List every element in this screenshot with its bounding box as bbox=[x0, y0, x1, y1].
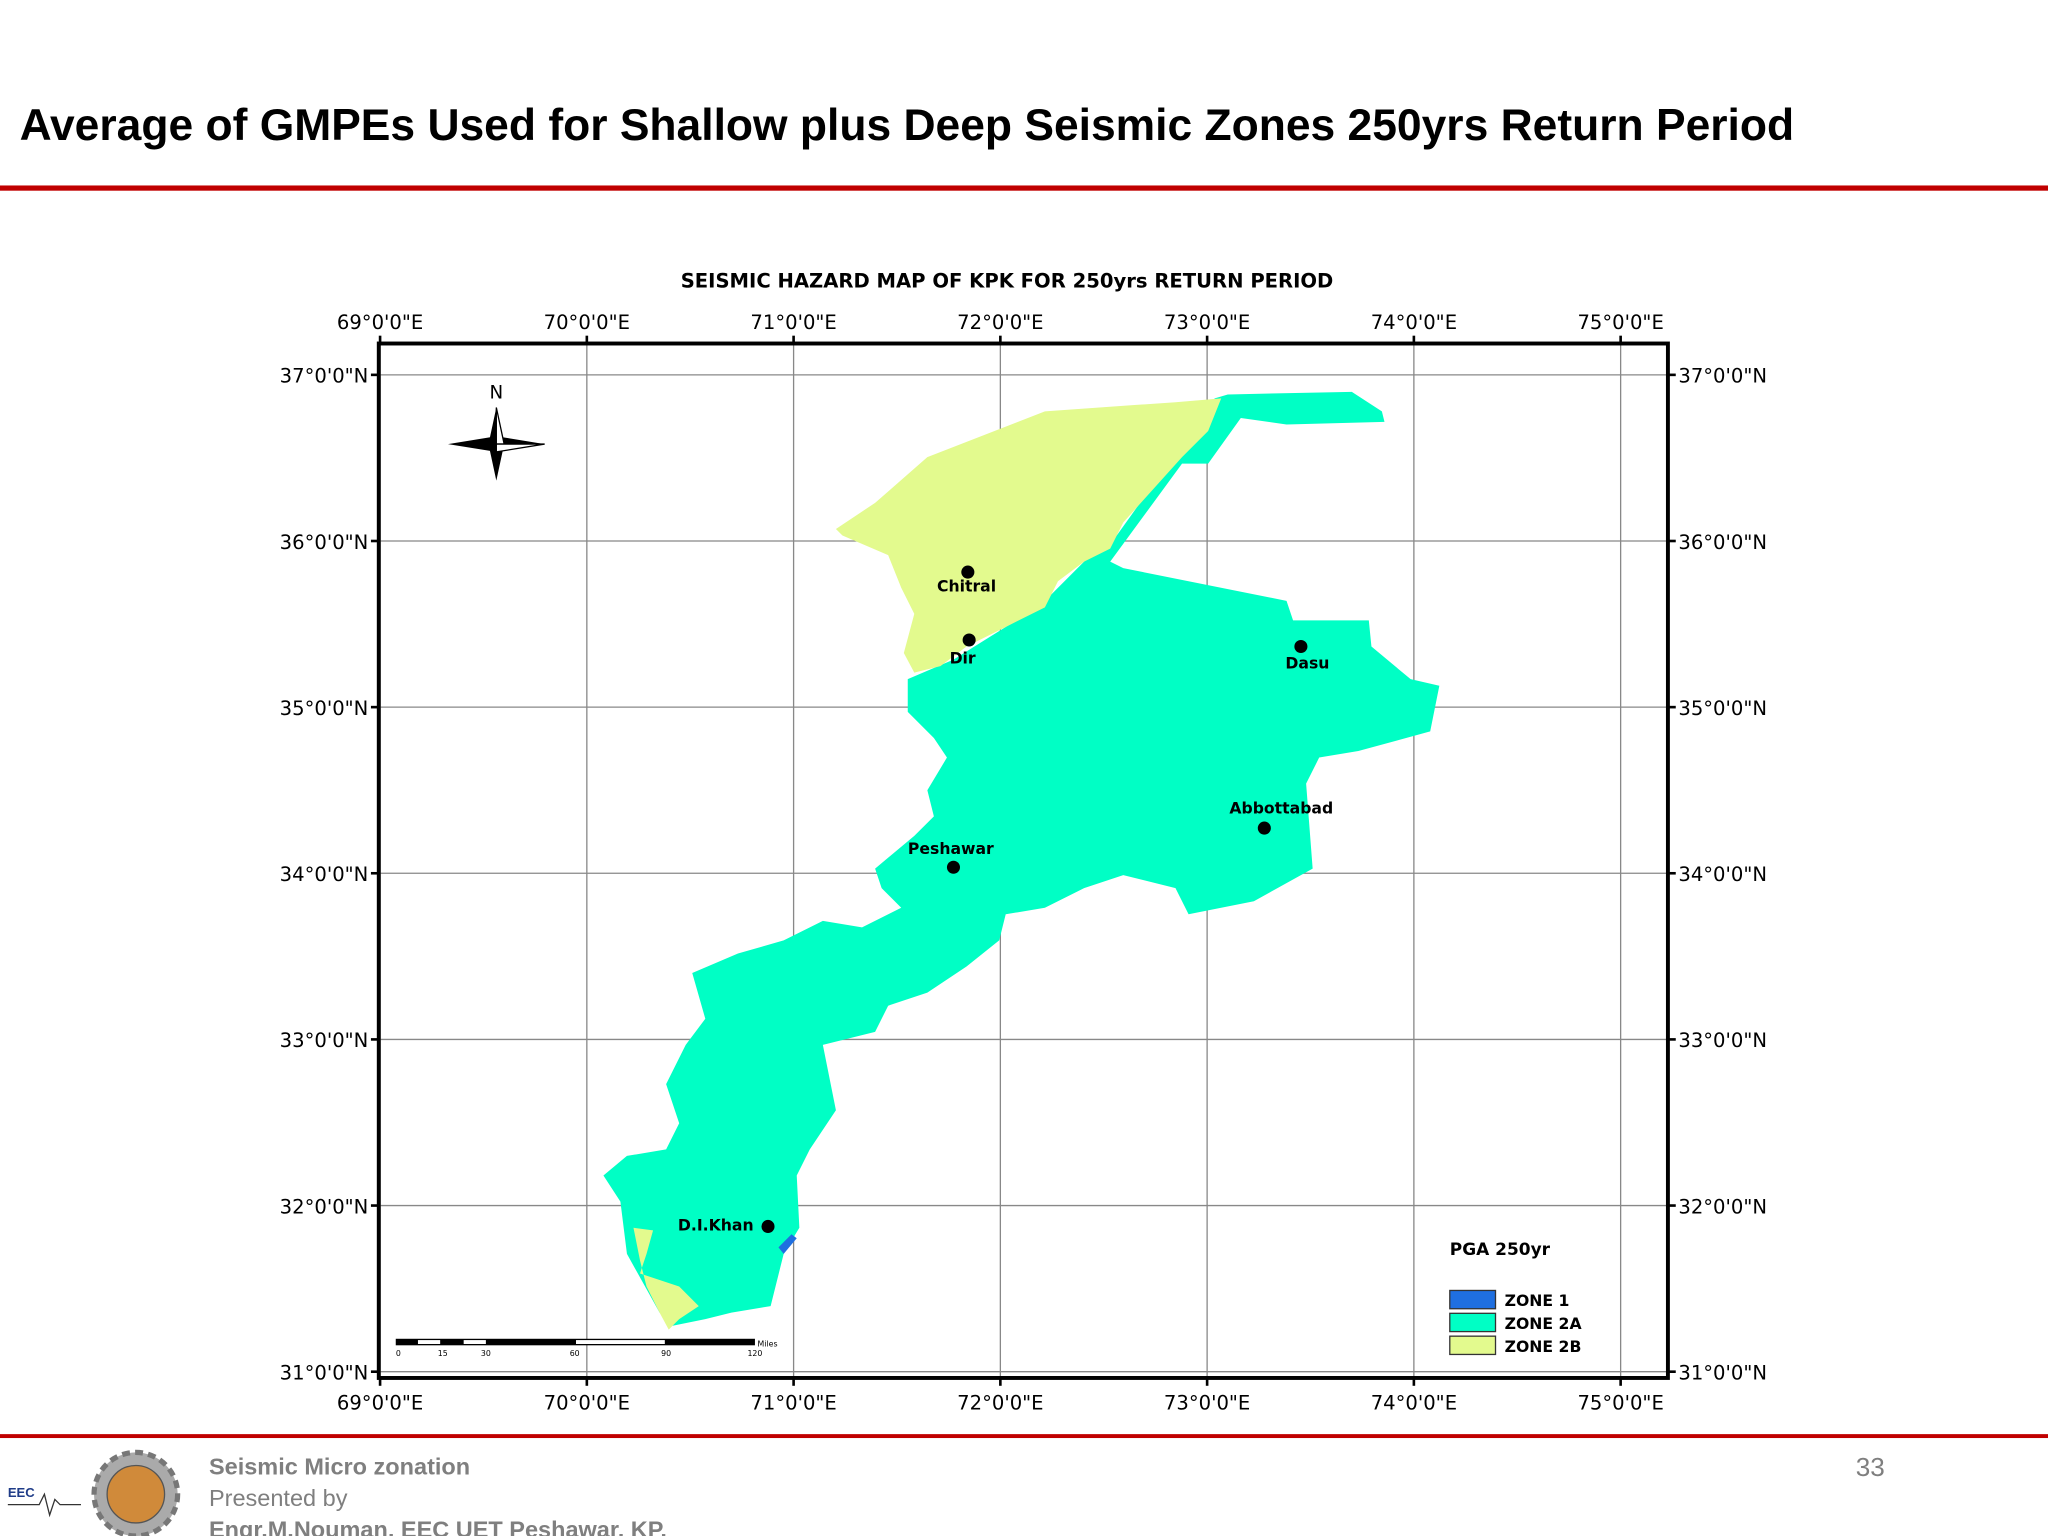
latitude-label: 32°0'0"N bbox=[1678, 1195, 1767, 1218]
city-dot bbox=[1257, 821, 1271, 835]
map: SEISMIC HAZARD MAP OF KPK FOR 250yrs RET… bbox=[280, 269, 1767, 1414]
latitude-label: 33°0'0"N bbox=[1678, 1029, 1767, 1052]
latitude-label: 34°0'0"N bbox=[280, 863, 369, 886]
legend-swatch bbox=[1449, 1335, 1497, 1356]
legend-label: ZONE 2A bbox=[1505, 1314, 1583, 1333]
longitude-label: 70°0'0"E bbox=[544, 311, 630, 334]
latitude-label: 35°0'0"N bbox=[1678, 697, 1767, 720]
legend-label: ZONE 1 bbox=[1505, 1291, 1570, 1310]
city-label: Chitral bbox=[937, 577, 996, 596]
zone-1-area bbox=[778, 1234, 797, 1254]
city-label: Dir bbox=[950, 649, 976, 668]
city-label: Abbottabad bbox=[1229, 799, 1333, 818]
scale-label: 120 bbox=[747, 1349, 762, 1358]
footer-rule bbox=[0, 1434, 2048, 1439]
longitude-label: 74°0'0"E bbox=[1371, 1391, 1457, 1414]
map-title: SEISMIC HAZARD MAP OF KPK FOR 250yrs RET… bbox=[681, 269, 1334, 292]
city-label: Dasu bbox=[1285, 654, 1329, 673]
longitude-label: 71°0'0"E bbox=[750, 1391, 836, 1414]
map-frame bbox=[376, 341, 1670, 1380]
logo-wave bbox=[7, 1492, 81, 1518]
north-label: N bbox=[489, 382, 503, 403]
legend-swatch bbox=[1449, 1312, 1497, 1333]
logo-text: EEC bbox=[8, 1485, 35, 1500]
scale-label: 15 bbox=[438, 1349, 448, 1358]
latitude-label: 33°0'0"N bbox=[280, 1029, 369, 1052]
cities: Chitral Dir Dasu Abbottabad Peshawar D.I.Khan bbox=[678, 565, 1333, 1234]
scale-unit: Miles bbox=[758, 1340, 778, 1349]
latitude-label: 37°0'0"N bbox=[1678, 365, 1767, 388]
legend-swatch bbox=[1449, 1289, 1497, 1310]
legend: PGA 250yr ZONE 1 ZONE 2A ZONE 2B bbox=[1449, 1240, 1583, 1356]
scale-label: 0 bbox=[396, 1349, 401, 1358]
longitude-label: 74°0'0"E bbox=[1371, 311, 1457, 334]
longitude-label: 73°0'0"E bbox=[1164, 1391, 1250, 1414]
longitude-label: 75°0'0"E bbox=[1577, 1391, 1663, 1414]
longitude-label: 73°0'0"E bbox=[1164, 311, 1250, 334]
city-dot bbox=[1294, 640, 1308, 654]
latitude-label: 34°0'0"N bbox=[1678, 863, 1767, 886]
zone-2b-patch bbox=[633, 1227, 699, 1330]
footer-line: Presented by bbox=[209, 1485, 348, 1511]
footer-line: Seismic Micro zonation bbox=[209, 1454, 470, 1480]
logo: EEC bbox=[7, 1449, 181, 1536]
legend-label: ZONE 2B bbox=[1505, 1337, 1582, 1356]
footer-line: Engr.M.Nouman, EEC UET Peshawar, KP. bbox=[209, 1516, 667, 1536]
latitude-label: 37°0'0"N bbox=[280, 365, 369, 388]
latitude-label: 31°0'0"N bbox=[280, 1362, 369, 1385]
city-dot bbox=[962, 633, 976, 647]
scale-label: 60 bbox=[570, 1349, 580, 1358]
longitude-label: 75°0'0"E bbox=[1577, 311, 1663, 334]
city-dot bbox=[961, 565, 975, 579]
longitude-label: 69°0'0"E bbox=[337, 311, 423, 334]
slide-title: Average of GMPEs Used for Shallow plus D… bbox=[20, 101, 1795, 150]
latitude-label: 35°0'0"N bbox=[280, 697, 369, 720]
scale-label: 90 bbox=[661, 1349, 671, 1358]
zone-2b-area bbox=[835, 398, 1222, 673]
longitude-label: 71°0'0"E bbox=[750, 311, 836, 334]
longitude-label: 72°0'0"E bbox=[957, 1391, 1043, 1414]
latitude-label: 31°0'0"N bbox=[1678, 1362, 1767, 1385]
scale-label: 30 bbox=[481, 1349, 491, 1358]
zone-2a-area bbox=[603, 391, 1440, 1326]
header-rule bbox=[0, 185, 2048, 191]
longitude-label: 70°0'0"E bbox=[544, 1391, 630, 1414]
logo-emblem bbox=[106, 1464, 166, 1524]
longitude-label: 69°0'0"E bbox=[337, 1391, 423, 1414]
longitude-label: 72°0'0"E bbox=[957, 311, 1043, 334]
city-dot bbox=[946, 860, 960, 874]
city-label: D.I.Khan bbox=[678, 1215, 754, 1234]
city-dot bbox=[761, 1219, 775, 1233]
legend-title: PGA 250yr bbox=[1450, 1240, 1551, 1260]
page-number: 33 bbox=[1856, 1452, 1885, 1482]
city-label: Peshawar bbox=[908, 839, 994, 858]
latitude-label: 36°0'0"N bbox=[1678, 531, 1767, 554]
latitude-label: 32°0'0"N bbox=[280, 1195, 369, 1218]
north-arrow: N bbox=[448, 382, 545, 481]
latitude-label: 36°0'0"N bbox=[280, 531, 369, 554]
